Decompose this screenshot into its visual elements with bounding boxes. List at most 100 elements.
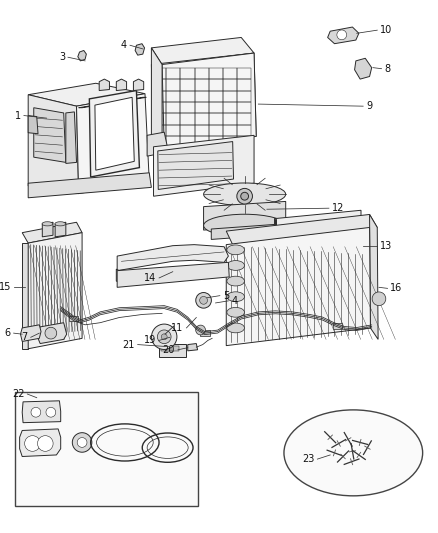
Polygon shape: [55, 222, 66, 237]
Bar: [152, 91, 166, 102]
Bar: [161, 345, 169, 351]
Polygon shape: [152, 48, 162, 148]
Polygon shape: [28, 83, 145, 106]
Ellipse shape: [55, 222, 66, 226]
Polygon shape: [117, 269, 119, 282]
Bar: [237, 136, 251, 148]
Text: 9: 9: [366, 101, 372, 111]
Circle shape: [72, 433, 92, 452]
Text: 22: 22: [12, 389, 25, 399]
Circle shape: [237, 188, 252, 204]
Circle shape: [196, 293, 212, 308]
Polygon shape: [95, 98, 134, 170]
Bar: [166, 125, 180, 136]
Bar: [152, 136, 166, 148]
Bar: [237, 79, 251, 91]
Bar: [152, 114, 166, 125]
Polygon shape: [162, 53, 256, 148]
Bar: [194, 102, 209, 114]
Bar: [237, 102, 251, 114]
Bar: [209, 102, 223, 114]
Circle shape: [161, 334, 167, 340]
Polygon shape: [211, 224, 283, 239]
Ellipse shape: [227, 308, 244, 317]
Bar: [180, 102, 194, 114]
Bar: [69, 316, 78, 321]
Ellipse shape: [227, 292, 244, 302]
Polygon shape: [37, 322, 67, 344]
Polygon shape: [42, 222, 53, 237]
Bar: [166, 91, 180, 102]
Text: 12: 12: [332, 203, 344, 213]
Polygon shape: [117, 79, 127, 91]
Circle shape: [77, 438, 87, 447]
Bar: [237, 125, 251, 136]
Ellipse shape: [42, 222, 53, 226]
Circle shape: [196, 325, 205, 335]
Ellipse shape: [227, 276, 244, 286]
Bar: [180, 114, 194, 125]
Bar: [194, 91, 209, 102]
Circle shape: [45, 327, 57, 339]
Text: 1: 1: [15, 110, 21, 120]
Polygon shape: [152, 37, 254, 64]
Polygon shape: [147, 132, 169, 156]
Text: 21: 21: [122, 340, 135, 350]
Polygon shape: [66, 112, 77, 164]
Text: 8: 8: [385, 63, 391, 74]
Ellipse shape: [227, 323, 244, 333]
Text: 5: 5: [223, 290, 229, 301]
Text: 14: 14: [144, 273, 156, 283]
Circle shape: [241, 192, 248, 200]
Bar: [172, 345, 179, 351]
Bar: [194, 136, 209, 148]
Text: 7: 7: [21, 332, 28, 342]
Polygon shape: [275, 219, 276, 276]
Bar: [152, 79, 166, 91]
Polygon shape: [22, 222, 82, 243]
Text: 13: 13: [380, 241, 392, 251]
Bar: [194, 114, 209, 125]
Text: 23: 23: [302, 454, 314, 464]
Bar: [159, 344, 187, 357]
Bar: [209, 136, 223, 148]
Polygon shape: [154, 135, 254, 196]
Bar: [209, 125, 223, 136]
Bar: [200, 330, 210, 336]
Polygon shape: [370, 214, 378, 340]
Polygon shape: [204, 201, 286, 230]
Polygon shape: [34, 108, 66, 163]
Circle shape: [46, 407, 56, 417]
Polygon shape: [20, 429, 61, 456]
Polygon shape: [28, 233, 82, 349]
Ellipse shape: [227, 261, 244, 270]
Bar: [209, 91, 223, 102]
Text: 6: 6: [4, 328, 11, 338]
Text: 4: 4: [231, 296, 237, 306]
Bar: [180, 136, 194, 148]
Text: 20: 20: [162, 345, 175, 355]
Bar: [194, 79, 209, 91]
Circle shape: [38, 435, 53, 451]
Polygon shape: [78, 51, 86, 61]
Polygon shape: [28, 173, 152, 198]
Bar: [166, 68, 180, 79]
Bar: [152, 102, 166, 114]
Polygon shape: [77, 94, 149, 193]
Text: 3: 3: [59, 52, 65, 62]
Polygon shape: [28, 116, 38, 134]
Bar: [237, 68, 251, 79]
Text: 15: 15: [0, 282, 11, 292]
Polygon shape: [152, 53, 256, 148]
Polygon shape: [275, 211, 361, 228]
Circle shape: [152, 324, 177, 350]
Polygon shape: [134, 79, 144, 91]
Circle shape: [337, 30, 346, 40]
Bar: [180, 79, 194, 91]
Text: 11: 11: [171, 323, 184, 333]
Circle shape: [25, 435, 40, 451]
Bar: [166, 136, 180, 148]
Bar: [209, 114, 223, 125]
Text: 19: 19: [144, 335, 156, 345]
Polygon shape: [276, 220, 363, 265]
